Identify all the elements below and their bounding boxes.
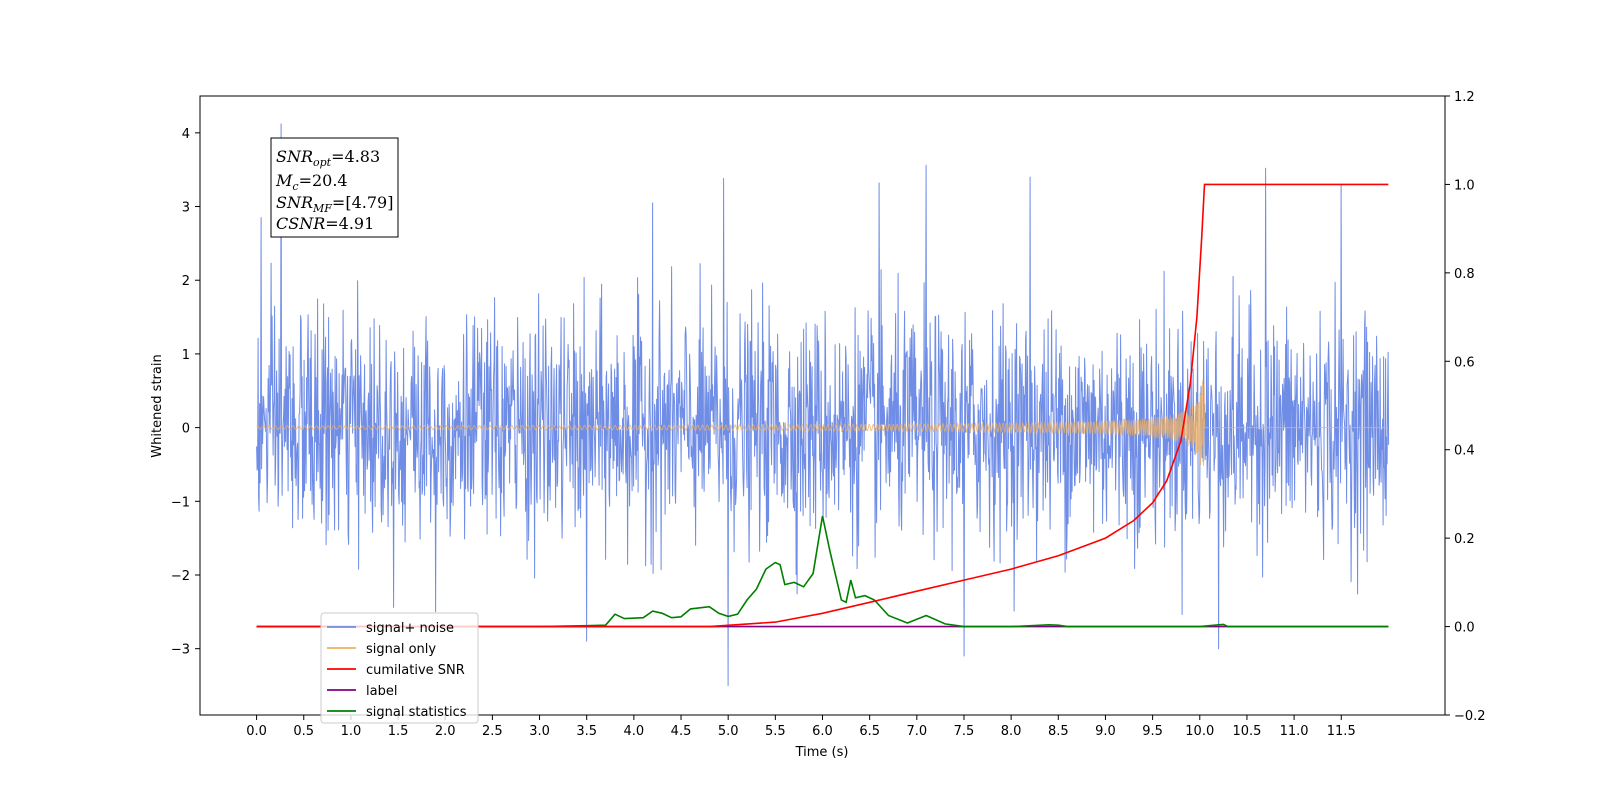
x-axis-label: Time (s) bbox=[795, 745, 849, 760]
series-signal-statistics bbox=[256, 515, 1389, 628]
y-tick-label: 0 bbox=[182, 422, 190, 437]
legend-label-signal-only: signal only bbox=[366, 642, 436, 657]
x-tick-label: 7.0 bbox=[906, 724, 927, 739]
y-tick-label: 4 bbox=[182, 127, 190, 142]
y-tick-label: −1 bbox=[171, 495, 190, 510]
legend-frame bbox=[320, 612, 479, 724]
snr-opt-text: SNRopt=4.83 bbox=[276, 147, 380, 169]
x-tick-label: 4.0 bbox=[624, 724, 645, 739]
x-tick-label: 11.5 bbox=[1327, 724, 1356, 739]
info-box: SNRopt=4.83 Mc=20.4 SNRMF=[4.79] CSNR=4.… bbox=[270, 137, 399, 238]
y-tick-label: −3 bbox=[171, 643, 190, 658]
x-tick-label: 8.0 bbox=[1001, 724, 1022, 739]
x-tick-label: 4.5 bbox=[671, 724, 692, 739]
x-tick-label: 6.0 bbox=[812, 724, 833, 739]
x-tick-label: 0.5 bbox=[293, 724, 314, 739]
y-axis-ticks: −3 −2 −1 0 1 2 3 4 bbox=[171, 127, 200, 658]
x-tick-label: 0.0 bbox=[246, 724, 267, 739]
x-tick-label: 7.5 bbox=[954, 724, 975, 739]
y-axis-label: Whitened strain bbox=[150, 354, 165, 457]
y2-tick-label: 1.2 bbox=[1454, 90, 1475, 105]
y-tick-label: 1 bbox=[182, 348, 190, 363]
x-tick-label: 2.0 bbox=[435, 724, 456, 739]
mc-text: Mc=20.4 bbox=[275, 171, 348, 193]
legend-label-label: label bbox=[366, 684, 397, 699]
series-cumulative-snr bbox=[256, 183, 1389, 628]
y2-tick-label: 0.4 bbox=[1454, 444, 1475, 459]
legend-label-signal-noise: signal+ noise bbox=[366, 621, 454, 636]
legend: signal+ noise signal only cumilative SNR la… bbox=[320, 612, 479, 724]
y2-axis-ticks: −0.2 0.0 0.2 0.4 0.6 0.8 1.0 1.2 bbox=[1445, 90, 1486, 724]
x-tick-label: 10.5 bbox=[1232, 724, 1261, 739]
y2-tick-label: 0.0 bbox=[1454, 621, 1475, 636]
csnr-text: CSNR=4.91 bbox=[276, 214, 374, 233]
x-tick-label: 6.5 bbox=[859, 724, 880, 739]
x-tick-label: 2.5 bbox=[482, 724, 503, 739]
series-layer bbox=[256, 123, 1390, 686]
x-tick-label: 5.5 bbox=[765, 724, 786, 739]
series-signal-plus-noise bbox=[256, 123, 1390, 686]
y2-tick-label: 0.6 bbox=[1454, 355, 1475, 370]
x-tick-label: 8.5 bbox=[1048, 724, 1069, 739]
x-tick-label: 9.0 bbox=[1095, 724, 1116, 739]
snr-mf-text: SNRMF=[4.79] bbox=[276, 193, 393, 215]
info-box-frame bbox=[270, 137, 399, 238]
legend-label-signal-statistics: signal statistics bbox=[366, 705, 467, 720]
x-tick-label: 3.0 bbox=[529, 724, 550, 739]
y2-tick-label: 0.8 bbox=[1454, 267, 1475, 282]
x-tick-label: 10.0 bbox=[1185, 724, 1214, 739]
x-tick-label: 1.0 bbox=[341, 724, 362, 739]
y2-tick-label: 1.0 bbox=[1454, 178, 1475, 193]
y-tick-label: 3 bbox=[182, 201, 190, 216]
y2-tick-label: 0.2 bbox=[1454, 532, 1475, 547]
y-tick-label: 2 bbox=[182, 274, 190, 289]
x-tick-label: 11.0 bbox=[1280, 724, 1309, 739]
x-tick-label: 3.5 bbox=[576, 724, 597, 739]
x-tick-label: 9.5 bbox=[1142, 724, 1163, 739]
legend-label-cumilative-snr: cumilative SNR bbox=[366, 663, 465, 678]
series-signal-only bbox=[256, 380, 1389, 466]
y2-tick-label: −0.2 bbox=[1454, 709, 1486, 724]
y-tick-label: −2 bbox=[171, 569, 190, 584]
x-axis-ticks: 0.0 0.5 1.0 1.5 2.0 2.5 3.0 3.5 4.0 4.5 5.0 5.5 6.0 6… bbox=[246, 715, 1356, 739]
x-tick-label: 5.0 bbox=[718, 724, 739, 739]
x-tick-label: 1.5 bbox=[388, 724, 409, 739]
